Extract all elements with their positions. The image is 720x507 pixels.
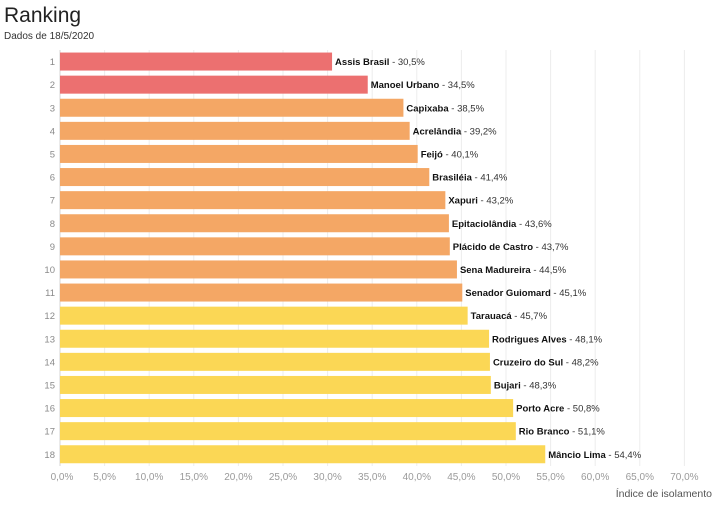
bar	[60, 168, 430, 187]
rank-label: 17	[44, 427, 55, 438]
x-tick-label: 60,0%	[581, 472, 609, 483]
bar	[60, 422, 516, 441]
bar-data-label: Plácido de Castro - 43,7%	[453, 242, 569, 253]
x-tick-label: 70,0%	[670, 472, 698, 483]
bar	[60, 98, 404, 117]
bar-data-label: Sena Madureira - 44,5%	[460, 265, 567, 276]
rank-label: 8	[50, 219, 55, 230]
rank-label: 3	[50, 103, 55, 114]
bar-data-label: Acrelândia - 39,2%	[413, 126, 498, 137]
gridlines	[59, 50, 685, 466]
x-tick-label: 40,0%	[403, 472, 431, 483]
x-tick-label: 55,0%	[536, 472, 564, 483]
rank-label: 15	[44, 380, 55, 391]
bar	[60, 375, 491, 394]
bar	[60, 329, 490, 348]
x-tick-label: 5,0%	[93, 472, 116, 483]
bar	[60, 191, 446, 210]
rank-label: 13	[44, 334, 55, 345]
bar-data-label: Bujari - 48,3%	[494, 380, 557, 391]
x-tick-label: 15,0%	[180, 472, 208, 483]
chart-subtitle: Dados de 18/5/2020	[4, 31, 95, 42]
bar	[60, 121, 410, 140]
x-tick-label: 10,0%	[135, 472, 163, 483]
bar-data-label: Rodrigues Alves - 48,1%	[492, 334, 603, 345]
bar	[60, 237, 450, 256]
rank-label: 10	[44, 265, 55, 276]
bar-data-label: Cruzeiro do Sul - 48,2%	[493, 357, 599, 368]
chart-title: Ranking	[4, 4, 82, 27]
bar-data-label: Senador Guiomard - 45,1%	[465, 288, 586, 299]
bar	[60, 352, 490, 371]
bar	[60, 144, 418, 163]
bar	[60, 283, 463, 302]
x-tick-label: 65,0%	[626, 472, 654, 483]
bar-data-label: Brasiléia - 41,4%	[432, 173, 508, 184]
bar-data-label: Porto Acre - 50,8%	[516, 404, 600, 415]
bar-data-label: Xapuri - 43,2%	[448, 196, 513, 207]
rank-label: 14	[44, 357, 55, 368]
x-tick-label: 25,0%	[269, 472, 297, 483]
rank-label: 5	[50, 149, 55, 160]
rank-label: 11	[45, 288, 55, 299]
x-axis-label: Índice de isolamento	[615, 488, 712, 500]
rank-label: 2	[50, 80, 55, 91]
x-tick-label: 50,0%	[492, 472, 520, 483]
x-tick-label: 35,0%	[358, 472, 386, 483]
x-tick-label: 45,0%	[447, 472, 475, 483]
x-tick-label: 20,0%	[224, 472, 252, 483]
x-axis-ticks: 0,0% 5,0% 10,0% 15,0% 20,0% 25,0% 30,0% 35,0% 40…	[51, 472, 699, 483]
bar-data-label: Feijó - 40,1%	[421, 149, 479, 160]
bar-data-label: Rio Branco - 51,1%	[519, 427, 606, 438]
x-tick-label: 0,0%	[51, 472, 74, 483]
bars: 1 Assis Brasil - 30,5% 2 Manoel Urbano - 34…	[44, 52, 642, 464]
rank-label: 18	[44, 450, 55, 461]
bar	[60, 445, 546, 464]
bar-data-label: Manoel Urbano - 34,5%	[371, 80, 476, 91]
x-tick-label: 30,0%	[313, 472, 341, 483]
rank-label: 16	[44, 404, 55, 415]
bar-data-label: Mâncio Lima - 54,4%	[548, 450, 641, 461]
rank-label: 6	[50, 173, 55, 184]
bar	[60, 399, 514, 418]
bar-data-label: Capixaba - 38,5%	[406, 103, 484, 114]
rank-label: 7	[50, 196, 55, 207]
bar	[60, 52, 333, 71]
bar-data-label: Tarauacá - 45,7%	[471, 311, 548, 322]
bar	[60, 260, 457, 279]
rank-label: 12	[44, 311, 55, 322]
rank-label: 4	[50, 126, 55, 137]
bar	[60, 214, 449, 233]
bar	[60, 75, 368, 94]
bar-data-label: Assis Brasil - 30,5%	[335, 57, 425, 68]
rank-label: 9	[50, 242, 55, 253]
bar	[60, 306, 468, 325]
rank-label: 1	[50, 57, 55, 68]
bar-data-label: Epitaciolândia - 43,6%	[452, 219, 552, 230]
